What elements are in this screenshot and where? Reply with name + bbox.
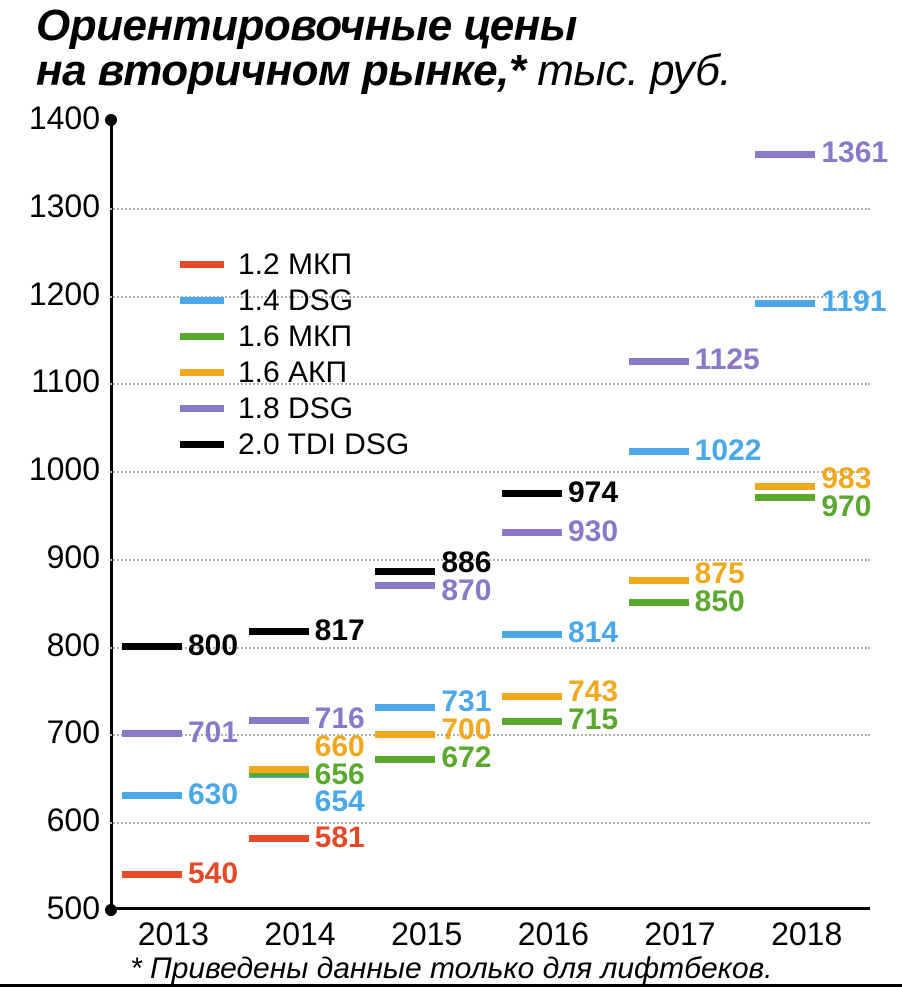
value-label: 716 [315,702,365,736]
legend-item: 1.2 МКП [180,248,409,282]
value-label: 743 [568,675,618,709]
y-tick-label: 700 [10,714,100,751]
data-mark [122,643,182,650]
chart-title: Ориентировочные цены на вторичном рынке,… [36,4,731,94]
title-line1: Ориентировочные цены [36,1,577,50]
data-mark [122,730,182,737]
value-label: 800 [188,629,238,663]
title-line2-bold: на вторичном рынке,* [36,46,525,95]
footnote: * Приведены данные только для лифтбеков. [130,952,773,986]
x-tick-label: 2017 [640,916,720,953]
legend-swatch [180,441,224,448]
x-tick-label: 2014 [260,916,340,953]
y-tick-label: 1000 [10,451,100,488]
gridline [110,822,870,824]
data-mark [249,628,309,635]
x-axis [110,907,870,910]
value-label: 1361 [821,136,888,170]
data-mark [375,704,435,711]
data-mark [122,871,182,878]
value-label: 630 [188,778,238,812]
value-label: 581 [315,821,365,855]
data-mark [502,718,562,725]
x-tick-label: 2016 [513,916,593,953]
data-mark [375,756,435,763]
legend-swatch [180,333,224,340]
data-mark [755,483,815,490]
data-mark [375,568,435,575]
x-tick-label: 2018 [767,916,847,953]
legend-item: 1.8 DSG [180,392,409,426]
data-mark [755,494,815,501]
value-label: 540 [188,857,238,891]
value-label: 731 [441,685,491,719]
y-tick-label: 1200 [10,276,100,313]
data-mark [375,582,435,589]
data-mark [629,358,689,365]
data-mark [629,577,689,584]
gridline [110,471,870,473]
data-mark [249,717,309,724]
value-label: 814 [568,616,618,650]
data-mark [502,693,562,700]
value-label: 875 [695,557,745,591]
x-tick-label: 2015 [387,916,467,953]
y-tick-label: 500 [10,890,100,927]
value-label: 983 [821,462,871,496]
legend-label: 1.6 АКП [238,356,347,390]
legend-label: 2.0 TDI DSG [238,428,409,462]
y-tick-label: 1400 [10,100,100,137]
title-line2-unit: тыс. руб. [525,46,731,95]
value-label: 817 [315,614,365,648]
y-tick-label: 1100 [10,363,100,400]
footer-rule [0,984,902,987]
axis-end-dot-top [105,114,117,126]
data-mark [249,835,309,842]
plot-area: 5006007008009001000110012001300140020132… [110,120,870,910]
legend-label: 1.6 МКП [238,320,352,354]
legend-swatch [180,261,224,268]
gridline [110,208,870,210]
data-mark [249,766,309,773]
legend-swatch [180,297,224,304]
data-mark [629,448,689,455]
value-label: 1191 [821,285,886,319]
legend-label: 1.2 МКП [238,248,352,282]
y-tick-label: 800 [10,627,100,664]
legend-swatch [180,405,224,412]
value-label: 1125 [695,343,760,377]
value-label: 1022 [695,434,762,468]
data-mark [755,151,815,158]
legend-swatch [180,369,224,376]
y-tick-label: 600 [10,802,100,839]
data-mark [502,490,562,497]
legend-item: 2.0 TDI DSG [180,428,409,462]
value-label: 974 [568,476,618,510]
value-label: 930 [568,515,618,549]
data-mark [122,792,182,799]
legend-label: 1.8 DSG [238,392,353,426]
y-axis [110,120,113,910]
value-label: 886 [441,546,491,580]
legend: 1.2 МКП1.4 DSG1.6 МКП1.6 АКП1.8 DSG2.0 T… [180,248,409,464]
y-tick-label: 1300 [10,188,100,225]
chart-container: Ориентировочные цены на вторичном рынке,… [0,0,902,988]
legend-label: 1.4 DSG [238,284,353,318]
data-mark [502,529,562,536]
data-mark [629,599,689,606]
x-tick-label: 2013 [133,916,213,953]
legend-item: 1.4 DSG [180,284,409,318]
legend-item: 1.6 МКП [180,320,409,354]
data-mark [755,300,815,307]
y-tick-label: 900 [10,539,100,576]
legend-item: 1.6 АКП [180,356,409,390]
axis-end-dot-origin [105,904,117,916]
data-mark [375,731,435,738]
value-label: 701 [188,716,238,750]
data-mark [502,631,562,638]
